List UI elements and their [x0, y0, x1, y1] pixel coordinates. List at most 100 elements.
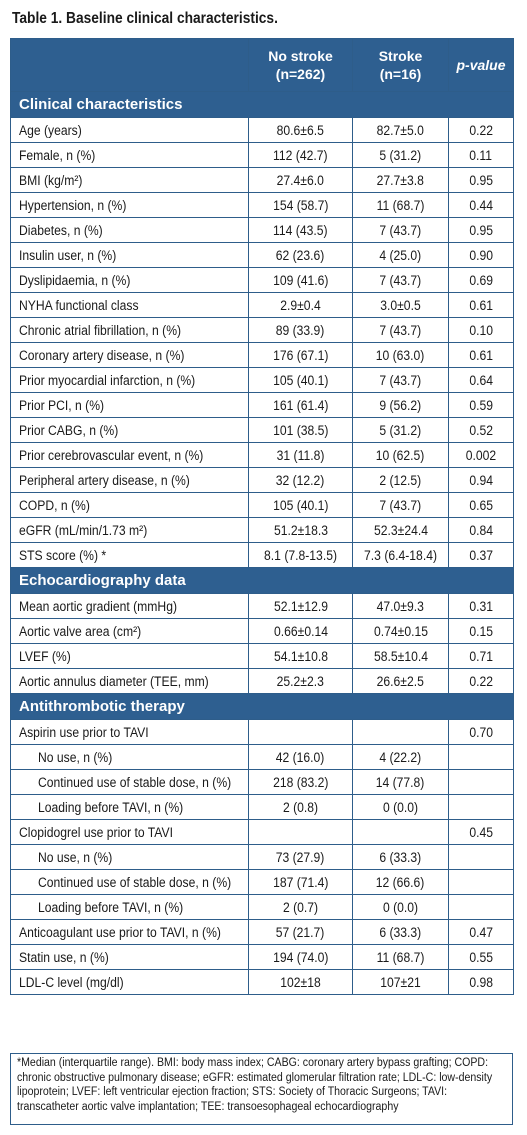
p-value: 0.59 [469, 397, 493, 413]
stroke-value: 7 (43.7) [379, 322, 422, 338]
stroke-value: 6 (33.3) [379, 849, 422, 865]
p-value-cell: 0.71 [448, 643, 514, 669]
no-stroke-value: 102±18 [280, 974, 321, 990]
no-stroke-value: 52.1±12.9 [273, 598, 328, 614]
row-label: Continued use of stable dose, n (%) [38, 874, 232, 890]
stroke-value: 7.3 (6.4-18.4) [364, 547, 437, 563]
row-label-cell: Hypertension, n (%) [10, 192, 249, 218]
no-stroke-value-cell: 2.9±0.4 [248, 292, 353, 318]
stroke-value: 5 (31.2) [379, 422, 422, 438]
p-value-cell: 0.45 [448, 819, 514, 845]
row-label: Hypertension, n (%) [19, 197, 127, 213]
no-stroke-value: 194 (74.0) [272, 949, 329, 965]
p-value: 0.10 [469, 322, 493, 338]
no-stroke-value: 0.66±0.14 [273, 623, 328, 639]
stroke-value-cell: 4 (22.2) [352, 744, 449, 770]
stroke-value-cell: 7 (43.7) [352, 217, 449, 243]
stroke-value: 6 (33.3) [379, 924, 422, 940]
table-row: LDL-C level (mg/dl) 102±18 107±21 0.98 [10, 969, 514, 995]
no-stroke-value-cell: 57 (21.7) [248, 919, 353, 945]
row-label: COPD, n (%) [19, 497, 90, 513]
row-label: Coronary artery disease, n (%) [19, 347, 185, 363]
row-label-cell: Loading before TAVI, n (%) [10, 794, 249, 820]
p-value-cell: 0.22 [448, 117, 514, 143]
no-stroke-value: 31 (11.8) [276, 447, 325, 463]
stroke-value-cell: 10 (62.5) [352, 442, 449, 468]
p-value-cell: 0.90 [448, 242, 514, 268]
row-label: BMI (kg/m²) [19, 172, 83, 188]
section-header: Echocardiography data [10, 567, 514, 594]
stroke-value-cell [352, 819, 449, 845]
no-stroke-value: 112 (42.7) [273, 147, 328, 163]
no-stroke-value-cell: 73 (27.9) [248, 844, 353, 870]
no-stroke-value-cell: 154 (58.7) [248, 192, 353, 218]
row-label: Mean aortic gradient (mmHg) [19, 598, 178, 614]
no-stroke-value-cell: 218 (83.2) [248, 769, 353, 795]
table-row: Mean aortic gradient (mmHg) 52.1±12.9 47.0… [10, 593, 514, 619]
no-stroke-value-cell [248, 719, 353, 745]
stroke-value-cell: 7 (43.7) [352, 317, 449, 343]
row-label: Statin use, n (%) [19, 949, 109, 965]
table-row: Insulin user, n (%) 62 (23.6) 4 (25.0) 0.90 [10, 242, 514, 268]
row-label: LDL-C level (mg/dl) [19, 974, 124, 990]
row-label-cell: NYHA functional class [10, 292, 249, 318]
stroke-value-cell: 6 (33.3) [352, 844, 449, 870]
no-stroke-value-cell: 102±18 [248, 969, 353, 995]
no-stroke-value-cell: 42 (16.0) [248, 744, 353, 770]
table-row: NYHA functional class 2.9±0.4 3.0±0.5 0.61 [10, 292, 514, 318]
row-label-cell: COPD, n (%) [10, 492, 249, 518]
stroke-value-cell: 3.0±0.5 [352, 292, 449, 318]
stroke-value-cell: 0 (0.0) [352, 794, 449, 820]
no-stroke-value-cell: 51.2±18.3 [248, 517, 353, 543]
stroke-value: 107±21 [380, 974, 421, 990]
no-stroke-value: 109 (41.6) [272, 272, 329, 288]
p-value-cell [448, 894, 514, 920]
row-label-cell: Coronary artery disease, n (%) [10, 342, 249, 368]
stroke-value-cell: 7.3 (6.4-18.4) [352, 542, 449, 568]
table-row: Aspirin use prior to TAVI 0.70 [10, 719, 514, 745]
row-label: Aortic valve area (cm²) [19, 623, 142, 639]
p-value: 0.95 [469, 172, 493, 188]
row-label-cell: LVEF (%) [10, 643, 249, 669]
row-label-cell: Clopidogrel use prior to TAVI [10, 819, 249, 845]
no-stroke-value: 51.2±18.3 [273, 522, 328, 538]
stroke-value-cell: 10 (63.0) [352, 342, 449, 368]
p-value: 0.64 [469, 372, 493, 388]
table-row: Prior PCI, n (%) 161 (61.4) 9 (56.2) 0.59 [10, 392, 514, 418]
p-value: 0.47 [469, 924, 493, 940]
stroke-value: 82.7±5.0 [376, 122, 425, 138]
p-value: 0.52 [469, 422, 493, 438]
p-value-cell: 0.31 [448, 593, 514, 619]
row-label-cell: BMI (kg/m²) [10, 167, 249, 193]
no-stroke-value-cell: 105 (40.1) [248, 492, 353, 518]
stroke-value-cell [352, 719, 449, 745]
table-row: Loading before TAVI, n (%) 2 (0.8) 0 (0.0) [10, 794, 514, 820]
stroke-value: 11 (68.7) [376, 949, 425, 965]
p-value-cell: 0.64 [448, 367, 514, 393]
no-stroke-value: 89 (33.9) [276, 322, 325, 338]
p-value: 0.37 [469, 547, 493, 563]
header-row: No stroke (n=262) Stroke (n=16) p-value [10, 38, 514, 92]
stroke-value-cell: 0.74±0.15 [352, 618, 449, 644]
header-no-stroke-line2: (n=262) [275, 66, 326, 82]
table-row: COPD, n (%) 105 (40.1) 7 (43.7) 0.65 [10, 492, 514, 518]
p-value: 0.70 [469, 724, 493, 740]
no-stroke-value: 8.1 (7.8-13.5) [264, 547, 337, 563]
table-row: STS score (%) * 8.1 (7.8-13.5) 7.3 (6.4-18… [10, 542, 514, 568]
row-label: Prior cerebrovascular event, n (%) [19, 447, 204, 463]
table-row: Statin use, n (%) 194 (74.0) 11 (68.7) 0.55 [10, 944, 514, 970]
row-label-cell: Peripheral artery disease, n (%) [10, 467, 249, 493]
no-stroke-value-cell: 161 (61.4) [248, 392, 353, 418]
p-value: 0.44 [469, 197, 493, 213]
no-stroke-value: 218 (83.2) [272, 774, 329, 790]
table-footnote: *Median (interquartile range). BMI: body… [10, 1053, 513, 1125]
row-label: Aspirin use prior to TAVI [19, 724, 149, 740]
p-value-cell [448, 794, 514, 820]
row-label: Prior myocardial infarction, n (%) [19, 372, 196, 388]
stroke-value-cell: 4 (25.0) [352, 242, 449, 268]
no-stroke-value-cell: 194 (74.0) [248, 944, 353, 970]
row-label-cell: Aortic valve area (cm²) [10, 618, 249, 644]
stroke-value: 7 (43.7) [379, 497, 422, 513]
section-header: Clinical characteristics [10, 91, 514, 118]
p-value-cell [448, 769, 514, 795]
